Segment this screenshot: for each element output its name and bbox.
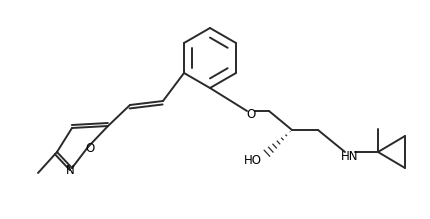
Text: O: O xyxy=(86,141,95,154)
Text: HO: HO xyxy=(244,154,262,168)
Text: N: N xyxy=(66,164,74,177)
Text: HN: HN xyxy=(341,150,359,164)
Text: O: O xyxy=(246,108,255,122)
